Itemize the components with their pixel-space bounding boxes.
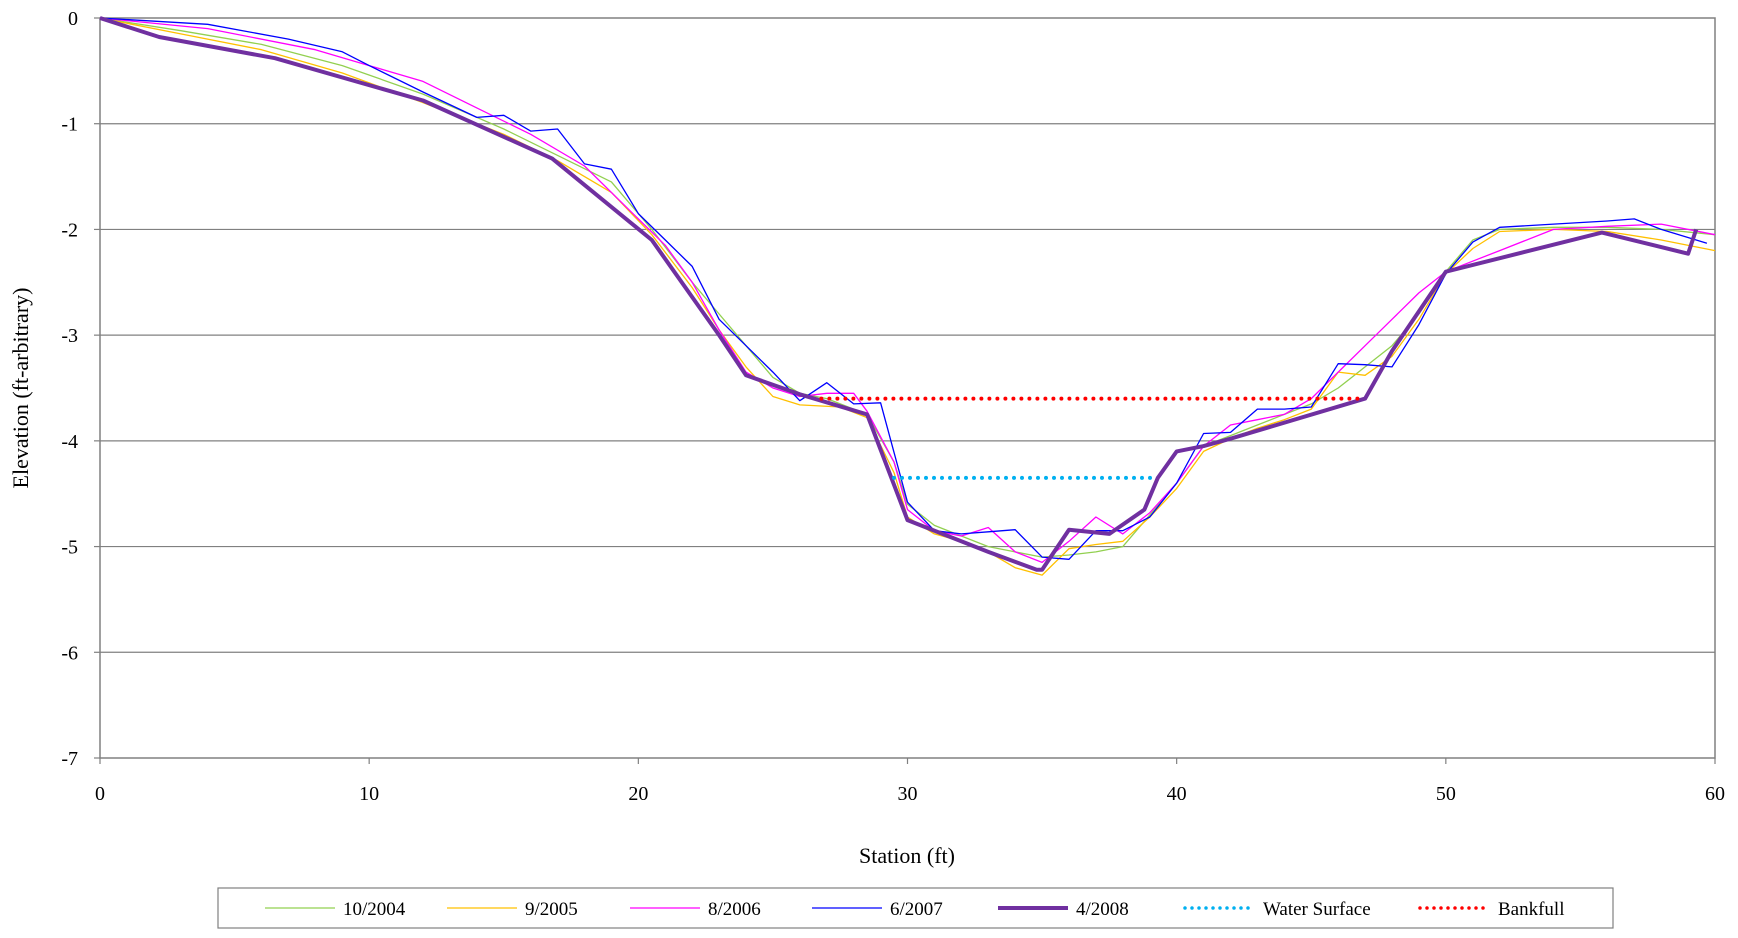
x-tick-label: 20	[628, 783, 648, 805]
series-layer	[99, 16, 1716, 576]
plot-area	[100, 18, 1715, 758]
x-axis-ticks: 0 10 20 30 40 50 60	[95, 758, 1725, 805]
x-tick-label: 40	[1167, 783, 1187, 805]
x-axis-title: Station (ft)	[859, 843, 955, 868]
x-tick-label: 0	[95, 783, 105, 805]
y-tick-label: 0	[68, 8, 78, 30]
y-tick-label: -2	[61, 219, 78, 241]
y-tick-label: -3	[61, 325, 78, 347]
legend-label: Bankfull	[1498, 899, 1565, 920]
legend-label: 8/2006	[708, 899, 761, 920]
series-line-4-2008	[99, 16, 1699, 572]
series-line-6-2007	[99, 17, 1708, 560]
series-line-8-2006	[99, 17, 1716, 564]
legend-label: 9/2005	[525, 899, 578, 920]
gridlines	[100, 123, 1715, 653]
x-tick-label: 60	[1705, 783, 1725, 805]
legend: 10/2004 9/2005 8/2006 6/2007 4/2008 Water Sur…	[217, 887, 1614, 929]
y-tick-label: -6	[61, 642, 78, 664]
legend-items: 10/2004 9/2005 8/2006 6/2007 4/2008 Water Sur…	[265, 899, 1565, 920]
y-tick-label: -4	[61, 431, 78, 453]
y-axis-title: Elevation (ft-arbitrary)	[8, 288, 33, 489]
y-tick-label: -7	[61, 748, 78, 770]
y-tick-label: -1	[61, 114, 78, 136]
x-tick-label: 30	[898, 783, 918, 805]
x-tick-label: 50	[1436, 783, 1456, 805]
y-tick-label: -5	[61, 537, 78, 559]
legend-label: 4/2008	[1076, 899, 1129, 920]
y-axis-ticks: 0 -1 -2 -3 -4 -5 -6 -7	[61, 8, 100, 770]
legend-label: 6/2007	[890, 899, 943, 920]
legend-label: 10/2004	[343, 899, 406, 920]
x-tick-label: 10	[359, 783, 379, 805]
legend-label: Water Surface	[1263, 899, 1371, 920]
